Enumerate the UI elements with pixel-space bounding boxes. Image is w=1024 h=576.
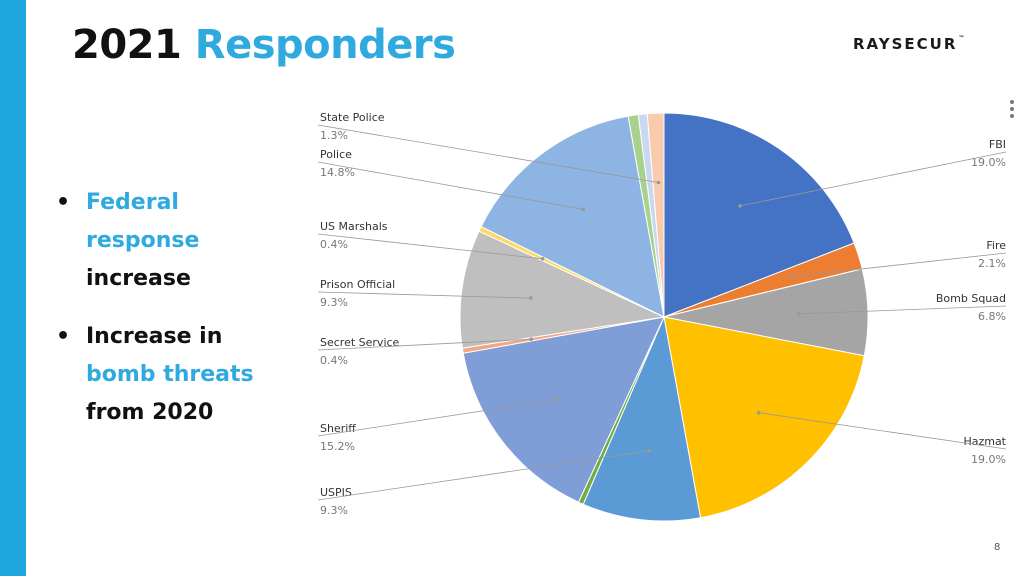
pie-slice-fbi	[663, 112, 855, 318]
slice-percent-label: 6.8%	[978, 310, 1006, 323]
pie-slice-uspis	[582, 315, 702, 522]
leader-dot	[796, 312, 801, 316]
slice-label: Bomb Squad	[936, 292, 1006, 305]
bullet-line: increase	[86, 266, 191, 291]
accent-sidebar	[0, 0, 26, 576]
slice-label: Hazmat	[963, 435, 1006, 448]
leader-lines	[317, 124, 1007, 501]
leader-dot	[540, 257, 545, 261]
pie-slice-police	[480, 115, 665, 318]
slice-label: State Police	[320, 111, 385, 124]
raysecur-logo: RAYSECUR™	[853, 35, 964, 53]
slice-percent-label: 9.3%	[320, 296, 348, 309]
bullet-item: • Increase in bomb threats from 2020	[56, 318, 286, 432]
leader-line	[317, 450, 649, 501]
leader-line	[739, 151, 1007, 207]
pie-slice-hazmat	[663, 316, 865, 519]
slice-label: Prison Official	[320, 278, 395, 291]
logo-text: RAYSECUR	[853, 35, 958, 53]
title-year: 2021	[72, 22, 182, 68]
page-number: 8	[994, 542, 1001, 553]
slice-percent-label: 2.1%	[978, 257, 1006, 270]
bullet-dot-icon: •	[56, 324, 71, 349]
leader-line	[758, 412, 1007, 450]
bullet-line: Federal	[86, 190, 179, 215]
leader-dot	[646, 449, 651, 453]
leader-dot	[528, 296, 533, 300]
leader-line	[317, 399, 558, 437]
leader-dot	[555, 397, 560, 402]
leader-dot	[529, 337, 533, 342]
leader-line	[317, 291, 531, 299]
bullet-line: response	[86, 228, 200, 253]
leader-line	[317, 161, 584, 210]
bullet-dot-icon: •	[56, 190, 71, 215]
bullet-line: Increase in	[86, 324, 223, 349]
leader-line	[798, 305, 1007, 315]
slice-label: Secret Service	[320, 336, 400, 349]
slice-label: Police	[320, 148, 352, 161]
slice-percent-label: 19.0%	[971, 156, 1006, 169]
leader-line	[317, 233, 543, 260]
leader-dot	[790, 274, 795, 279]
leader-dot	[581, 207, 585, 212]
pie-slice-sheriff	[462, 316, 665, 503]
leader-dot	[738, 204, 742, 208]
bullet-list: • Federal response increase • Increase i…	[56, 184, 286, 452]
bullet-item: • Federal response increase	[56, 184, 286, 298]
slice-percent-label: 0.4%	[320, 354, 348, 367]
slice-percent-label: 0.4%	[320, 238, 348, 251]
slice-percent-label: 15.2%	[320, 440, 355, 453]
leader-line	[317, 338, 532, 351]
slice-percent-label: 9.3%	[320, 504, 348, 517]
more-options-icon[interactable]	[1008, 100, 1016, 121]
slice-percent-label: 14.8%	[320, 166, 355, 179]
logo-trademark: ™	[958, 35, 965, 42]
slice-percent-label: 1.3%	[320, 129, 348, 142]
pie-slice-state-police	[646, 112, 665, 318]
slice-label: Fire	[986, 239, 1006, 252]
leader-line	[317, 124, 659, 183]
bullet-line: bomb threats	[86, 362, 254, 387]
leader-line	[792, 252, 1007, 277]
slide-title: 2021 Responders	[72, 22, 456, 68]
title-accent: Responders	[194, 22, 456, 68]
slice-percent-label: 19.0%	[971, 453, 1006, 466]
leader-dot	[756, 410, 761, 415]
slice-label: US Marshals	[320, 220, 388, 233]
leader-dot	[656, 180, 661, 185]
slice-label: FBI	[989, 138, 1006, 151]
bullet-line: from 2020	[86, 400, 214, 425]
